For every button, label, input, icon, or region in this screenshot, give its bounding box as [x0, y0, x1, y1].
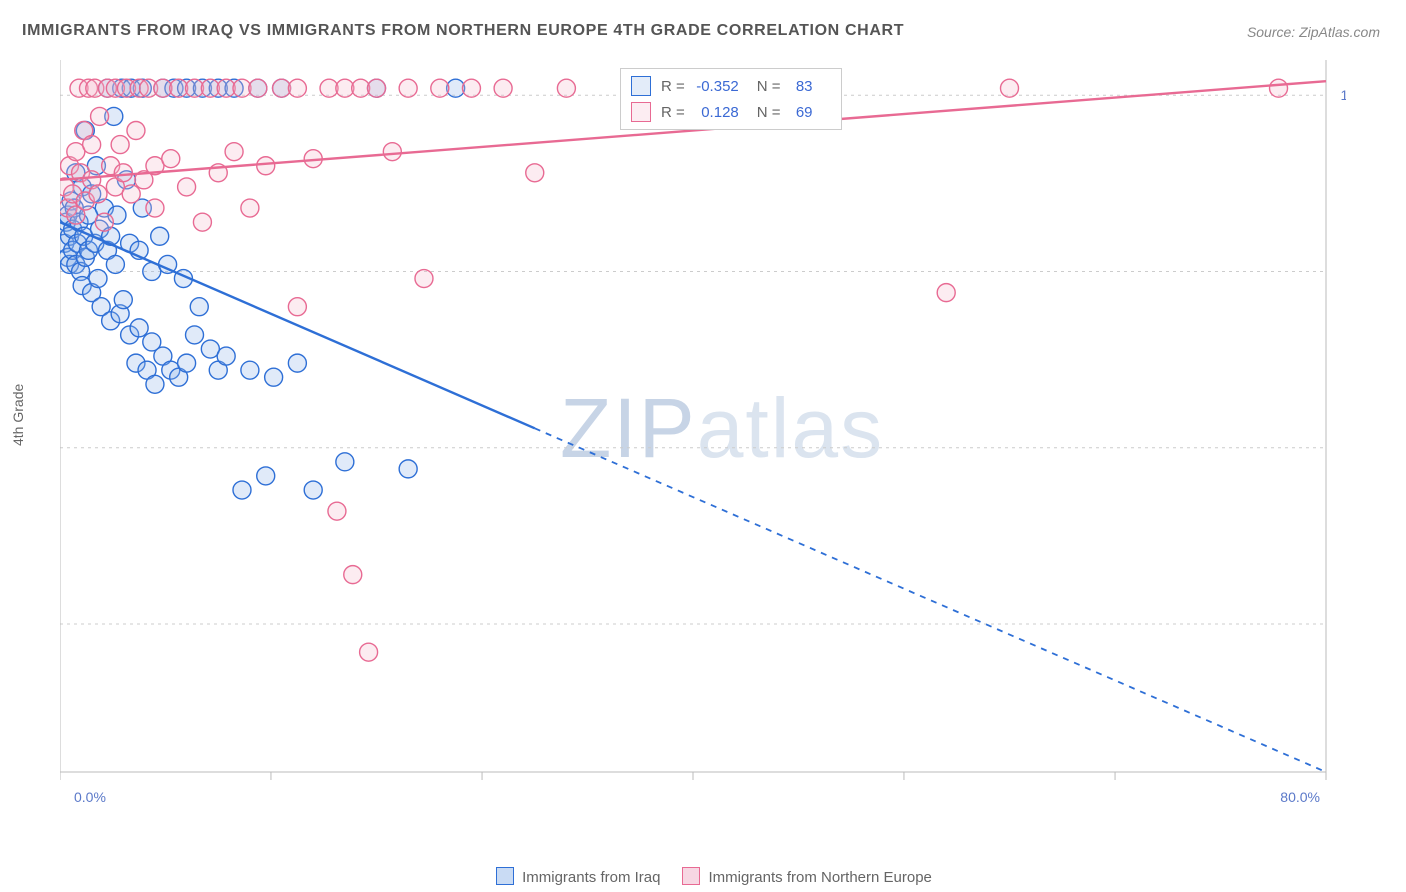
data-point: [127, 121, 145, 139]
data-point: [178, 178, 196, 196]
scatter-plot: 92.5%95.0%97.5%100.0%0.0%80.0%: [60, 60, 1346, 808]
y-tick-label: 100.0%: [1341, 87, 1346, 103]
data-point: [557, 79, 575, 97]
legend-swatch: [631, 102, 651, 122]
legend-swatch: [682, 867, 700, 885]
chart-title: IMMIGRANTS FROM IRAQ VS IMMIGRANTS FROM …: [22, 22, 904, 40]
source-label: Source: ZipAtlas.com: [1247, 24, 1380, 40]
data-point: [146, 375, 164, 393]
stat-label: N =: [757, 104, 781, 121]
data-point: [494, 79, 512, 97]
data-point: [89, 185, 107, 203]
data-point: [162, 150, 180, 168]
legend-swatch: [631, 76, 651, 96]
legend-row: R = 0.128 N = 69: [631, 99, 831, 125]
data-point: [146, 199, 164, 217]
data-point: [344, 566, 362, 584]
data-point: [399, 79, 417, 97]
data-point: [265, 368, 283, 386]
data-point: [937, 284, 955, 302]
series-legend: Immigrants from Iraq Immigrants from Nort…: [0, 867, 1406, 886]
data-point: [1001, 79, 1019, 97]
stat-label: R =: [661, 104, 685, 121]
stat-r-value: -0.352: [691, 78, 739, 95]
data-point: [415, 270, 433, 288]
stat-label: R =: [661, 78, 685, 95]
legend-label: Immigrants from Iraq: [522, 869, 660, 886]
stat-r-value: 0.128: [691, 104, 739, 121]
trend-line-extrapolated: [535, 428, 1326, 772]
data-point: [233, 481, 251, 499]
data-point: [122, 185, 140, 203]
data-point: [186, 326, 204, 344]
data-point: [241, 361, 259, 379]
data-point: [114, 164, 132, 182]
data-point: [304, 481, 322, 499]
legend-label: Immigrants from Northern Europe: [708, 869, 931, 886]
data-point: [91, 107, 109, 125]
data-point: [193, 213, 211, 231]
correlation-legend: R = -0.352 N = 83 R = 0.128 N = 69: [620, 68, 842, 130]
data-point: [111, 136, 129, 154]
data-point: [257, 157, 275, 175]
data-point: [526, 164, 544, 182]
stat-n-value: 83: [787, 78, 813, 95]
legend-swatch: [496, 867, 514, 885]
data-point: [225, 143, 243, 161]
x-tick-label: 0.0%: [74, 789, 106, 805]
data-point: [130, 319, 148, 337]
data-point: [217, 347, 235, 365]
data-point: [383, 143, 401, 161]
data-point: [249, 79, 267, 97]
data-point: [399, 460, 417, 478]
data-point: [462, 79, 480, 97]
data-point: [1270, 79, 1288, 97]
data-point: [83, 136, 101, 154]
data-point: [336, 453, 354, 471]
data-point: [288, 354, 306, 372]
y-axis-label: 4th Grade: [10, 384, 26, 446]
data-point: [368, 79, 386, 97]
data-point: [328, 502, 346, 520]
data-point: [288, 298, 306, 316]
stat-label: N =: [757, 78, 781, 95]
data-point: [241, 199, 259, 217]
data-point: [106, 255, 124, 273]
data-point: [95, 213, 113, 231]
data-point: [151, 227, 169, 245]
data-point: [114, 291, 132, 309]
data-point: [431, 79, 449, 97]
data-point: [257, 467, 275, 485]
data-point: [288, 79, 306, 97]
data-point: [178, 354, 196, 372]
data-point: [360, 643, 378, 661]
data-point: [89, 270, 107, 288]
stat-n-value: 69: [787, 104, 813, 121]
legend-row: R = -0.352 N = 83: [631, 73, 831, 99]
x-tick-label: 80.0%: [1280, 789, 1320, 805]
data-point: [190, 298, 208, 316]
